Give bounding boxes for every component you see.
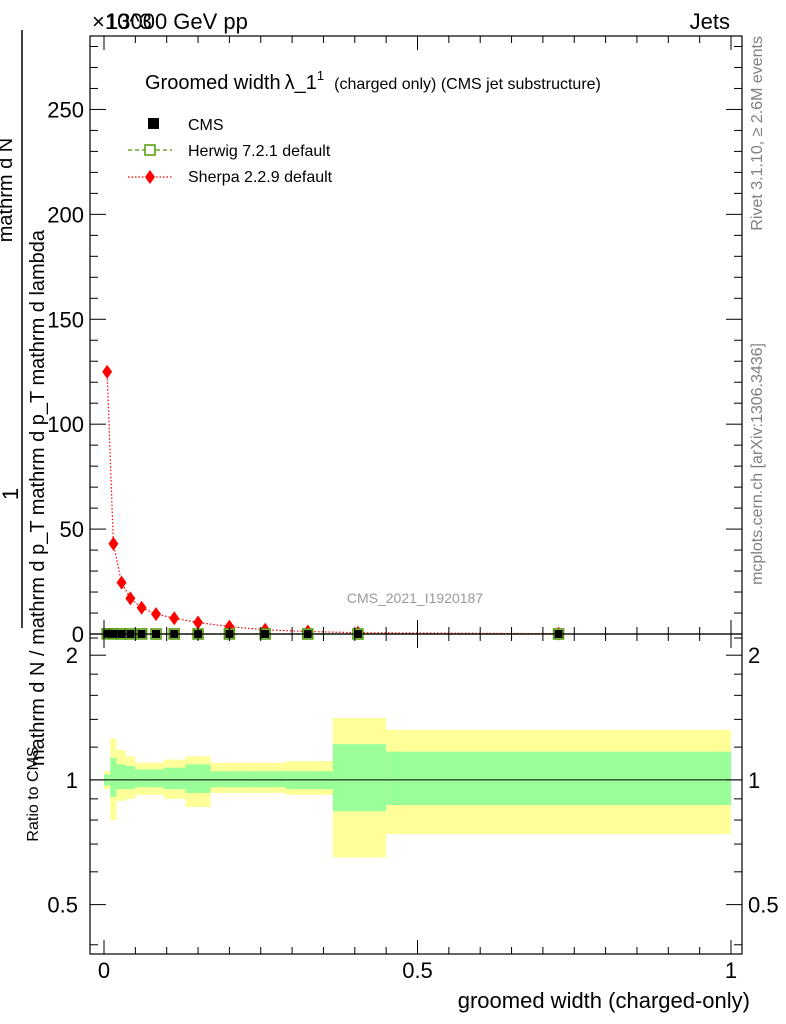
ylabel-numerator: mathrm d N: [0, 138, 17, 242]
sherpa-point: [102, 364, 113, 379]
exponent-label: ×10^3: [92, 9, 152, 34]
ratio-band-inner: [116, 764, 126, 790]
title-superscript: 1: [317, 68, 324, 83]
ratio-y-axis: 0.5 0.5 1 1 2 2: [47, 637, 779, 946]
sherpa-point: [136, 600, 147, 615]
main-y-axis: 0 50 100 150 200 250: [47, 45, 742, 647]
series-line: [106, 371, 559, 635]
legend-cms-marker: [148, 118, 159, 129]
legend-cms-label: CMS: [188, 117, 224, 134]
title-lambda: λ_1: [285, 72, 317, 94]
analysis-watermark: CMS_2021_I1920187: [347, 590, 483, 606]
ratio-plot-frame: [89, 633, 743, 955]
ratio-band-inner: [332, 744, 387, 812]
sherpa-point: [125, 591, 136, 606]
ylabel-one: 1: [0, 488, 23, 500]
ratio-band-inner: [185, 764, 211, 793]
ratio-bands-layer: [104, 718, 731, 858]
ratio-y-tick-label: 2: [66, 643, 78, 668]
ratio-band-inner: [125, 766, 136, 790]
sherpa-point: [116, 575, 127, 590]
x-axis: 0 0.5 1: [98, 36, 737, 983]
xlabel: groomed width (charged-only): [458, 988, 750, 1013]
main-y-tick-label: 150: [47, 307, 84, 332]
x-tick-label: 1: [725, 958, 737, 983]
main-y-tick-label: 50: [60, 517, 84, 542]
main-y-tick-label: 200: [47, 202, 84, 227]
x-tick-label: 0: [98, 958, 110, 983]
x-tick-label: 0.5: [402, 958, 433, 983]
jets-label: Jets: [690, 9, 730, 34]
sherpa-point: [193, 615, 204, 630]
ratio-band-inner: [210, 771, 249, 788]
ratio-y-tick-label: 1: [66, 768, 78, 793]
legend: CMS Herwig 7.2.1 default Sherpa 2.2.9 de…: [128, 117, 333, 186]
plot-title: Groomed width λ_11 (charged only) (CMS jet…: [145, 68, 601, 94]
title-suffix: (charged only) (CMS jet substructure): [334, 76, 601, 93]
main-series-layer: [101, 364, 565, 641]
main-y-tick-label: 250: [47, 97, 84, 122]
ratio-y-tick-label-right: 1: [748, 768, 760, 793]
title-main: Groomed width: [145, 72, 281, 94]
ratio-band-inner: [147, 769, 164, 788]
ratio-y-tick-label: 0.5: [47, 893, 78, 918]
ratio-y-tick-label-right: 2: [748, 643, 760, 668]
ratio-y-tick-label-right: 0.5: [748, 893, 779, 918]
main-y-tick-label: 100: [47, 412, 84, 437]
legend-sherpa-marker: [145, 170, 155, 184]
sherpa-point: [108, 536, 119, 551]
legend-herwig-label: Herwig 7.2.1 default: [188, 143, 331, 160]
main-y-tick-label: 0: [72, 622, 84, 647]
sherpa-point: [151, 607, 162, 622]
ratio-band-inner: [386, 751, 731, 805]
ylabel-denominator: mathrm d N / mathrm d p_T mathrm d p_T m…: [27, 229, 49, 766]
mcplots-label: mcplots.cern.ch [arXiv:1306.3436]: [749, 343, 766, 585]
ratio-band-inner: [135, 769, 148, 788]
ratio-band-inner: [248, 771, 286, 788]
legend-herwig-marker: [144, 144, 156, 156]
energy-label: 13000 GeV pp: [106, 9, 248, 34]
legend-sherpa-label: Sherpa 2.2.9 default: [188, 169, 333, 186]
ratio-band-inner: [110, 757, 117, 797]
sherpa-point: [169, 611, 180, 626]
ratio-ylabel: Ratio to CMS: [25, 746, 42, 841]
rivet-label: Rivet 3.1.10, ≥ 2.6M events: [749, 36, 766, 231]
ratio-band-inner: [163, 767, 186, 790]
